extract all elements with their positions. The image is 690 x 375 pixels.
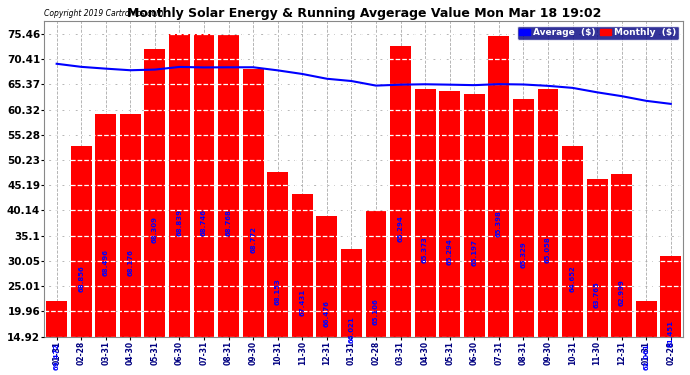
Text: 61.451: 61.451	[668, 320, 673, 347]
Bar	[489, 36, 509, 375]
Title: Monthly Solar Energy & Running Avgerage Value Mon Mar 18 19:02: Monthly Solar Energy & Running Avgerage …	[126, 7, 601, 20]
Legend: Average  ($), Monthly  ($): Average ($), Monthly ($)	[517, 26, 678, 40]
Bar	[538, 88, 558, 375]
Bar	[660, 256, 681, 375]
Bar	[611, 174, 632, 375]
Text: 68.153: 68.153	[275, 278, 281, 305]
Bar	[267, 172, 288, 375]
Text: 68.772: 68.772	[250, 226, 256, 254]
Text: 68.839: 68.839	[177, 209, 182, 236]
Bar	[341, 249, 362, 375]
Bar	[218, 34, 239, 375]
Text: 68.309: 68.309	[152, 216, 158, 243]
Text: 65.197: 65.197	[471, 239, 477, 266]
Bar	[513, 99, 534, 375]
Bar	[71, 146, 92, 375]
Bar	[464, 94, 484, 375]
Bar	[366, 211, 386, 375]
Bar	[120, 114, 141, 375]
Text: 67.431: 67.431	[299, 289, 305, 316]
Text: 65.294: 65.294	[397, 215, 404, 242]
Bar	[317, 216, 337, 375]
Bar	[415, 88, 435, 375]
Text: Copyright 2019 Cartronics.com: Copyright 2019 Cartronics.com	[44, 9, 164, 18]
Text: 65.106: 65.106	[373, 298, 379, 325]
Text: 68.856: 68.856	[78, 266, 84, 292]
Bar	[194, 34, 215, 375]
Bar	[440, 91, 460, 375]
Text: 62.061: 62.061	[643, 343, 649, 370]
Bar	[292, 194, 313, 375]
Bar	[95, 114, 116, 375]
Text: 68.768: 68.768	[226, 210, 232, 236]
Text: 64.652: 64.652	[569, 266, 575, 292]
Text: 62.999: 62.999	[619, 279, 624, 306]
Text: 65.373: 65.373	[422, 237, 428, 263]
Text: 65.329: 65.329	[520, 242, 526, 268]
Bar	[586, 178, 607, 375]
Bar	[46, 301, 67, 375]
Text: 66.021: 66.021	[348, 316, 355, 344]
Bar	[243, 69, 264, 375]
Text: 68.746: 68.746	[201, 209, 207, 236]
Bar	[635, 301, 657, 375]
Text: 63.765: 63.765	[594, 282, 600, 308]
Text: 65.294: 65.294	[446, 238, 453, 265]
Text: 65.398: 65.398	[496, 210, 502, 237]
Text: 68.496: 68.496	[103, 249, 109, 276]
Bar	[562, 146, 583, 375]
Bar	[390, 46, 411, 375]
Text: 65.058: 65.058	[545, 237, 551, 263]
Text: 69.472: 69.472	[54, 343, 59, 370]
Text: 68.176: 68.176	[128, 249, 133, 276]
Text: 66.476: 66.476	[324, 300, 330, 327]
Bar	[144, 49, 166, 375]
Bar	[169, 34, 190, 375]
